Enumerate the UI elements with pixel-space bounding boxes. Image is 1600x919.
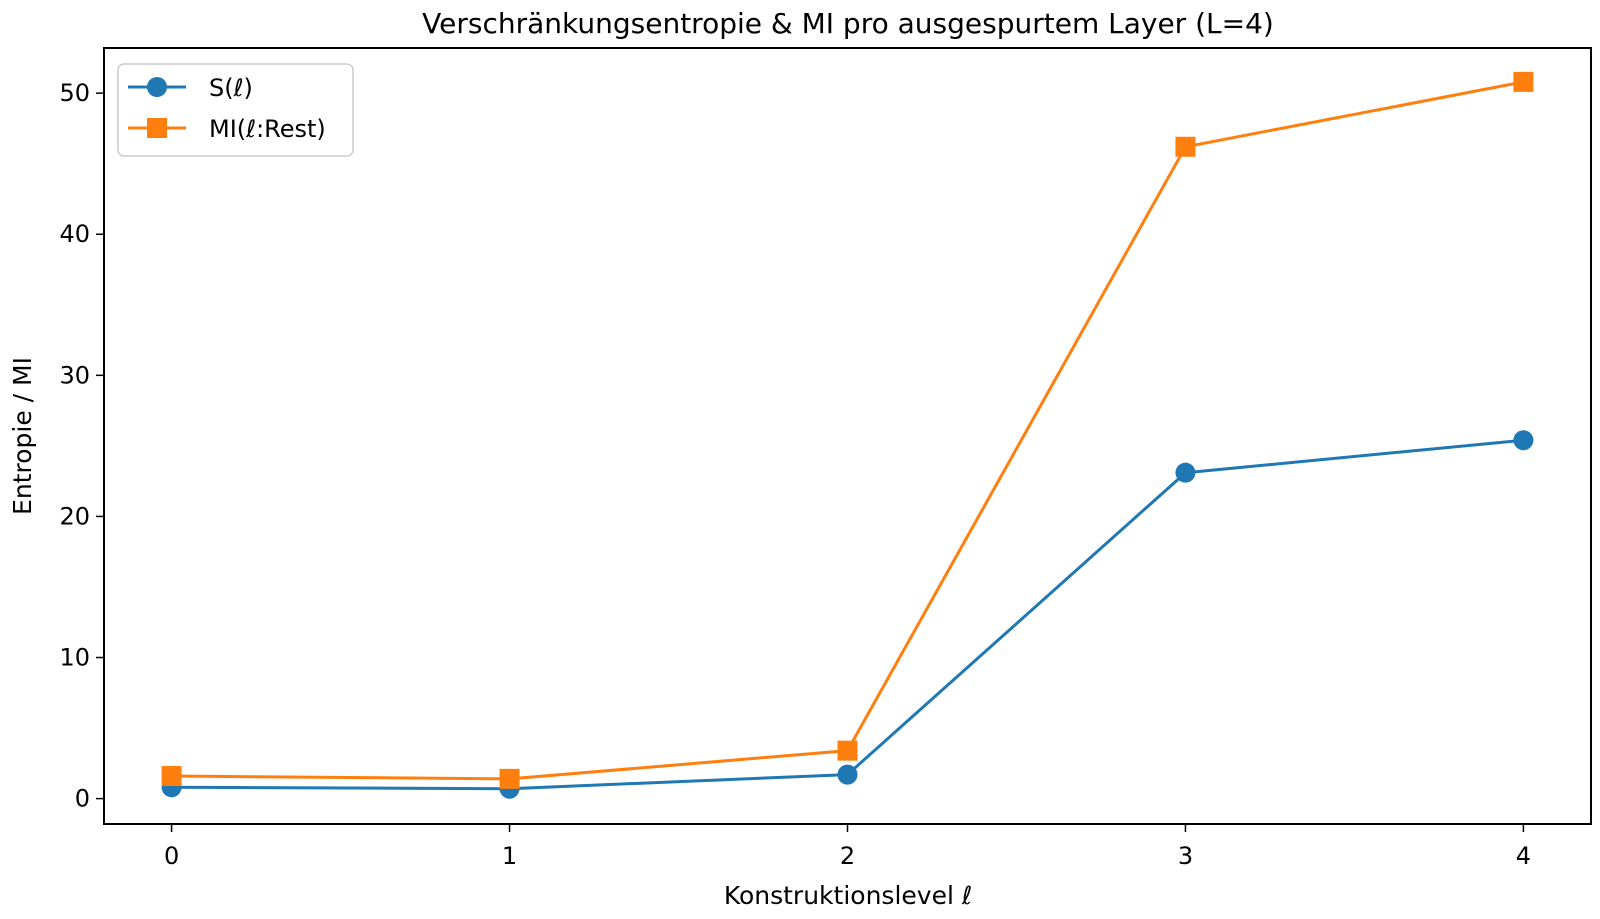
y-tick-label: 50 (59, 79, 90, 107)
plot-area-frame (103, 47, 1592, 825)
data-point-marker (1175, 462, 1196, 483)
legend-marker-s (147, 77, 167, 97)
x-tick-label: 2 (840, 842, 855, 870)
y-tick-label: 20 (59, 502, 90, 530)
data-point-marker (1513, 430, 1534, 451)
data-point-marker (1513, 71, 1534, 92)
x-tick-label: 3 (1178, 842, 1193, 870)
series-line-1 (171, 80, 1524, 781)
y-tick-label: 0 (75, 785, 90, 813)
y-axis: 0 10 20 30 40 50 (59, 79, 104, 813)
y-tick-label: 40 (59, 220, 90, 248)
data-point-marker (499, 768, 520, 789)
chart-title: Verschränkungsentropie & MI pro ausgespu… (422, 7, 1274, 40)
data-point-marker (837, 740, 858, 761)
y-axis-label: Entropie / MI (8, 357, 37, 515)
x-tick-label: 1 (502, 842, 517, 870)
data-point-marker (161, 766, 182, 787)
data-point-marker (837, 764, 858, 785)
y-tick-label: 30 (59, 361, 90, 389)
x-tick-label: 0 (164, 842, 179, 870)
series-layer (161, 71, 1534, 799)
x-axis: 0 1 2 3 4 (164, 824, 1531, 870)
series-line-0 (171, 438, 1524, 791)
data-point-marker (1175, 136, 1196, 157)
legend: S(ℓ) MI(ℓ:Rest) (117, 63, 354, 157)
legend-label-s: S(ℓ) (209, 74, 253, 102)
legend-marker-mi (147, 118, 167, 138)
legend-label-mi: MI(ℓ:Rest) (209, 115, 326, 143)
y-tick-label: 10 (59, 644, 90, 672)
x-tick-label: 4 (1516, 842, 1531, 870)
x-axis-label: Konstruktionslevel ℓ (724, 881, 972, 910)
